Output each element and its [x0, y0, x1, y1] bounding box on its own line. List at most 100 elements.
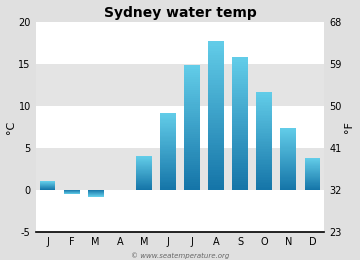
Bar — [160, 173, 176, 174]
Bar — [184, 173, 200, 175]
Bar — [184, 69, 200, 71]
Bar — [305, 158, 320, 159]
Bar — [280, 129, 296, 130]
Bar — [280, 180, 296, 181]
Bar — [136, 176, 152, 177]
Bar — [305, 161, 320, 162]
Bar — [256, 133, 272, 134]
Bar — [184, 105, 200, 107]
Bar — [280, 178, 296, 179]
Bar — [184, 115, 200, 117]
Bar — [208, 93, 224, 95]
Bar — [256, 110, 272, 111]
Bar — [208, 66, 224, 68]
Bar — [208, 90, 224, 93]
Bar — [208, 73, 224, 75]
Bar — [280, 137, 296, 138]
Bar — [232, 60, 248, 62]
Bar — [305, 166, 320, 167]
Bar — [160, 163, 176, 164]
Bar — [256, 105, 272, 106]
Bar — [160, 158, 176, 159]
Bar — [232, 144, 248, 146]
Bar — [256, 102, 272, 103]
Bar — [305, 172, 320, 173]
Bar — [208, 123, 224, 125]
Bar — [305, 162, 320, 163]
Bar — [305, 175, 320, 176]
Bar — [232, 62, 248, 64]
Bar — [36, 106, 324, 148]
Bar — [256, 100, 272, 102]
Bar — [136, 161, 152, 162]
Bar — [256, 111, 272, 113]
Bar — [184, 86, 200, 88]
Bar — [232, 70, 248, 73]
Bar — [208, 148, 224, 150]
Bar — [305, 165, 320, 166]
Bar — [256, 138, 272, 139]
Bar — [305, 178, 320, 179]
Bar — [160, 124, 176, 126]
Bar — [208, 187, 224, 190]
Bar — [232, 159, 248, 161]
Bar — [160, 157, 176, 158]
Bar — [232, 101, 248, 104]
Bar — [160, 159, 176, 160]
Bar — [280, 177, 296, 178]
Bar — [160, 150, 176, 151]
Bar — [184, 111, 200, 113]
Bar — [208, 182, 224, 185]
Bar — [232, 154, 248, 157]
Bar — [160, 122, 176, 123]
Bar — [160, 180, 176, 181]
Bar — [305, 184, 320, 185]
Bar — [232, 77, 248, 79]
Bar — [160, 120, 176, 122]
Bar — [160, 131, 176, 132]
Bar — [208, 162, 224, 165]
Bar — [184, 102, 200, 105]
Bar — [208, 165, 224, 167]
Bar — [256, 155, 272, 157]
Bar — [232, 172, 248, 174]
Bar — [256, 151, 272, 152]
Bar — [136, 182, 152, 183]
Bar — [208, 63, 224, 66]
Y-axis label: °C: °C — [5, 120, 15, 134]
Bar — [160, 167, 176, 168]
Bar — [208, 128, 224, 130]
Bar — [232, 168, 248, 170]
Bar — [160, 146, 176, 147]
Bar — [208, 41, 224, 43]
Bar — [305, 163, 320, 164]
Bar — [136, 188, 152, 189]
Bar — [305, 170, 320, 171]
Bar — [280, 168, 296, 169]
Bar — [208, 185, 224, 187]
Bar — [232, 135, 248, 137]
Bar — [208, 70, 224, 73]
Bar — [256, 183, 272, 185]
Bar — [232, 163, 248, 166]
Bar — [160, 114, 176, 115]
Bar — [280, 165, 296, 166]
Bar — [136, 170, 152, 171]
Bar — [256, 182, 272, 183]
Bar — [184, 129, 200, 132]
Bar — [160, 172, 176, 173]
Bar — [280, 138, 296, 139]
Bar — [280, 184, 296, 185]
Bar — [256, 164, 272, 165]
Bar — [184, 171, 200, 173]
Bar — [184, 177, 200, 179]
Bar — [280, 167, 296, 168]
Bar — [160, 140, 176, 141]
Bar — [232, 119, 248, 121]
Bar — [305, 164, 320, 165]
Bar — [184, 107, 200, 109]
Bar — [184, 94, 200, 96]
Bar — [184, 65, 200, 67]
Bar — [160, 137, 176, 138]
Bar — [256, 154, 272, 155]
